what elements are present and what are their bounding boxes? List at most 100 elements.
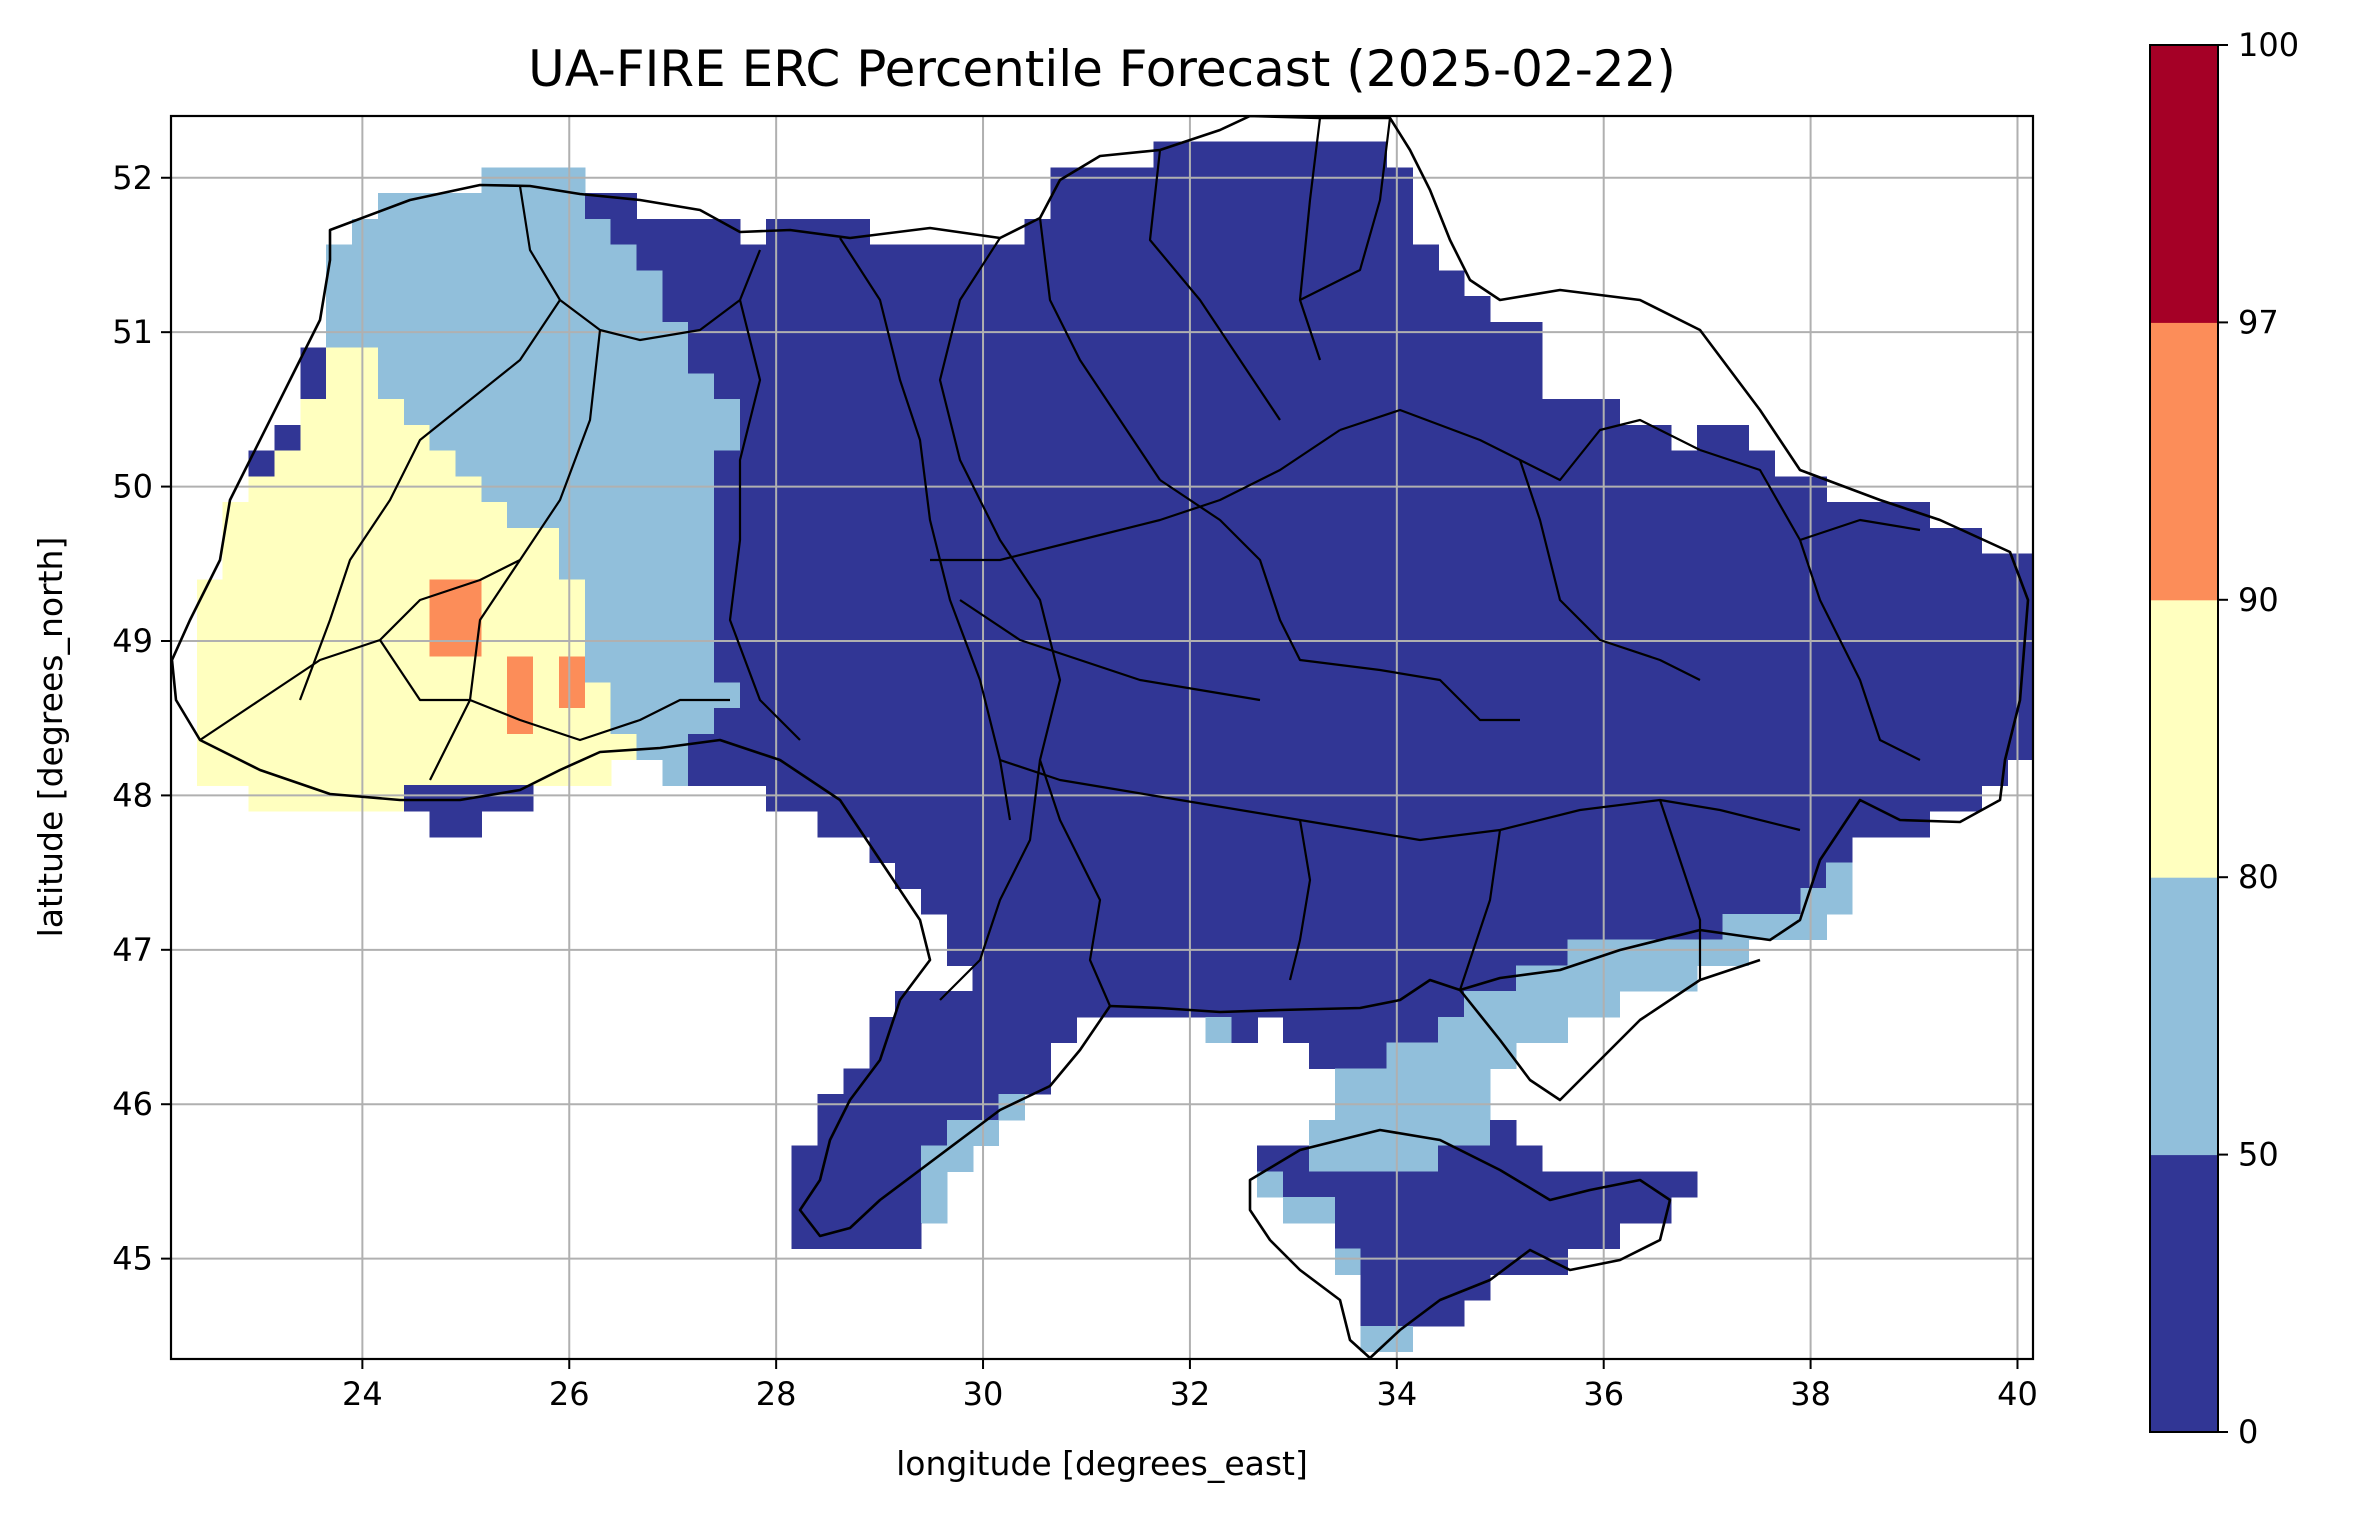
raster-cell — [1076, 785, 1103, 812]
raster-cell — [1024, 888, 1051, 915]
raster-cell — [1127, 270, 1155, 297]
raster-cell — [1127, 321, 1155, 349]
raster-cell — [1153, 270, 1181, 297]
raster-cell — [1386, 1274, 1413, 1301]
raster-cell — [1645, 759, 1672, 786]
raster-cell — [1360, 321, 1388, 349]
raster-cell — [1852, 811, 1879, 838]
raster-cell — [1024, 991, 1051, 1018]
raster-cell — [1024, 347, 1051, 374]
raster-cell — [817, 373, 844, 400]
raster-cell — [1231, 605, 1258, 632]
raster-cell — [1024, 399, 1051, 426]
raster-cell — [1619, 656, 1646, 683]
raster-cell — [1593, 553, 1620, 580]
raster-cell — [1981, 682, 2008, 709]
raster-cell — [300, 373, 327, 400]
raster-cell — [869, 785, 896, 812]
raster-cell — [300, 527, 327, 555]
raster-cell — [1283, 321, 1310, 349]
raster-cell — [196, 630, 224, 658]
raster-cell — [921, 450, 948, 477]
raster-cell — [377, 347, 405, 374]
raster-cell — [1645, 733, 1672, 761]
raster-cell — [1153, 321, 1181, 349]
raster-cell — [946, 244, 974, 271]
raster-cell — [1102, 888, 1129, 915]
raster-cell — [1360, 785, 1388, 812]
raster-cell — [1412, 1274, 1439, 1301]
raster-cell — [222, 527, 250, 555]
raster-cell — [1257, 399, 1284, 426]
raster-cell — [1283, 862, 1310, 889]
raster-cell — [1903, 682, 1931, 709]
raster-cell — [1670, 1171, 1698, 1198]
raster-cell — [455, 476, 482, 503]
raster-cell — [946, 1016, 974, 1044]
raster-cell — [1489, 991, 1517, 1018]
raster-cell — [1593, 1197, 1620, 1224]
raster-cell — [1386, 527, 1413, 555]
raster-cell — [222, 656, 250, 683]
raster-cell — [429, 244, 457, 271]
raster-cell — [481, 244, 508, 271]
raster-cell — [1179, 939, 1207, 966]
raster-cell — [1360, 913, 1388, 941]
raster-cell — [1489, 1119, 1517, 1147]
raster-cell — [403, 296, 431, 323]
raster-cell — [1386, 836, 1413, 863]
raster-cell — [791, 527, 819, 555]
raster-cell — [1205, 811, 1232, 838]
raster-cell — [662, 219, 689, 246]
raster-cell — [1360, 373, 1388, 400]
raster-cell — [507, 321, 534, 349]
raster-cell — [869, 656, 896, 683]
raster-cell — [1464, 759, 1491, 786]
raster-cell — [1593, 476, 1620, 503]
raster-cell — [765, 424, 793, 452]
raster-cell — [558, 450, 586, 477]
raster-cell — [1722, 656, 1750, 683]
raster-cell — [1489, 733, 1517, 761]
raster-cell — [1489, 605, 1517, 632]
raster-cell — [921, 1094, 948, 1121]
raster-cell — [274, 476, 301, 503]
raster-cell — [1489, 939, 1517, 966]
raster-cell — [533, 527, 560, 555]
raster-cell — [1257, 193, 1284, 220]
raster-cell — [222, 682, 250, 709]
raster-cell — [1464, 708, 1491, 735]
raster-cell — [196, 733, 224, 761]
raster-cell — [998, 708, 1026, 735]
raster-cell — [507, 682, 534, 709]
raster-cell — [1645, 527, 1672, 555]
raster-cell — [1360, 579, 1388, 606]
raster-cell — [533, 219, 560, 246]
raster-cell — [662, 270, 689, 297]
raster-cell — [1593, 759, 1620, 786]
raster-cell — [1386, 450, 1413, 477]
raster-cell — [1515, 347, 1543, 374]
raster-cell — [791, 270, 819, 297]
raster-cell — [1464, 347, 1491, 374]
raster-cell — [1334, 527, 1362, 555]
raster-cell — [921, 785, 948, 812]
raster-cell — [1127, 579, 1155, 606]
raster-cell — [921, 862, 948, 889]
colorbar-tick-label: 97 — [2238, 303, 2279, 341]
raster-cell — [1645, 553, 1672, 580]
raster-cell — [481, 450, 508, 477]
raster-cell — [1670, 476, 1698, 503]
raster-cell — [533, 630, 560, 658]
raster-cell — [998, 991, 1026, 1018]
raster-cell — [1696, 553, 1724, 580]
raster-cell — [1774, 605, 1801, 632]
raster-cell — [403, 476, 431, 503]
raster-cell — [1179, 399, 1207, 426]
raster-cell — [377, 373, 405, 400]
raster-cell — [1283, 913, 1310, 941]
raster-cell — [558, 630, 586, 658]
raster-cell — [688, 244, 715, 271]
raster-cell — [1205, 759, 1232, 786]
raster-cell — [895, 1042, 922, 1069]
